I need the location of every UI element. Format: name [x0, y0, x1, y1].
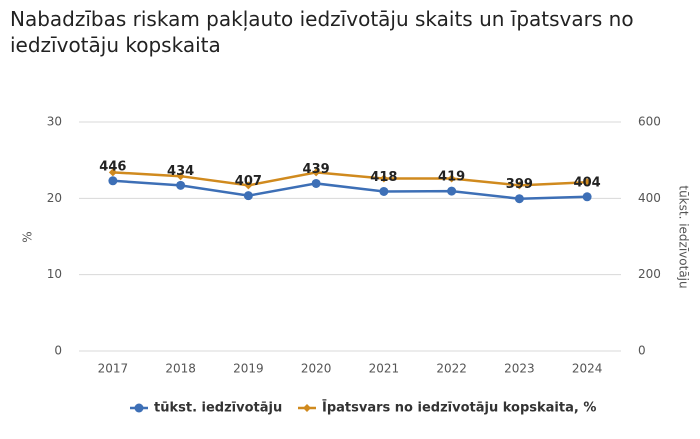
y-tick-label: 20: [47, 191, 62, 205]
y2-tick-label: 0: [638, 344, 646, 358]
legend-label: tūkst. iedzīvotāju: [154, 401, 282, 416]
point: [176, 180, 186, 190]
point: [379, 186, 389, 196]
point: [312, 168, 321, 177]
point: [311, 178, 321, 188]
series-line: [112, 171, 588, 187]
point: [176, 172, 185, 181]
point: [514, 194, 524, 204]
y-tick-label: 30: [47, 115, 62, 129]
y2-tick-label: 600: [638, 115, 661, 129]
data-label: 434: [167, 164, 194, 179]
data-label: 404: [574, 175, 601, 190]
point: [583, 178, 592, 187]
x-tick-label: 2024: [572, 362, 603, 376]
data-label: 419: [438, 170, 465, 185]
point: [108, 168, 117, 177]
chart-title: Nabadzības riskam pakļauto iedzīvotāju s…: [10, 7, 634, 57]
x-tick-label: 2023: [504, 362, 535, 376]
x-tick-label: 2020: [301, 362, 332, 376]
point: [108, 176, 118, 186]
x-tick-label: 2019: [233, 362, 264, 376]
y-tick-label: 0: [54, 344, 62, 358]
data-label: 418: [370, 170, 397, 185]
legend-label: Īpatsvars no iedzīvotāju kopskaita, %: [322, 401, 596, 416]
point: [243, 191, 253, 201]
point: [447, 174, 456, 183]
x-tick-label: 2018: [165, 362, 196, 376]
x-tick-label: 2022: [436, 362, 467, 376]
x-tick-label: 2017: [98, 362, 129, 376]
y2-tick-label: 200: [638, 267, 661, 281]
y-axis-label: %: [21, 231, 35, 242]
x-tick-label: 2021: [369, 362, 400, 376]
data-label: 446: [99, 159, 126, 174]
legend-marker: [134, 403, 144, 413]
data-label: 399: [506, 177, 533, 192]
legend-marker: [303, 404, 311, 412]
point: [582, 192, 592, 202]
data-label: 407: [235, 174, 262, 189]
y2-axis-label: tūkst. iedzīvotāju: [677, 185, 691, 288]
series-line: [112, 179, 588, 200]
point: [515, 181, 524, 190]
y2-tick-label: 400: [638, 191, 661, 205]
point: [379, 174, 388, 183]
data-label: 439: [303, 162, 330, 177]
y-tick-label: 10: [47, 267, 62, 281]
point: [244, 181, 253, 190]
point: [447, 186, 457, 196]
